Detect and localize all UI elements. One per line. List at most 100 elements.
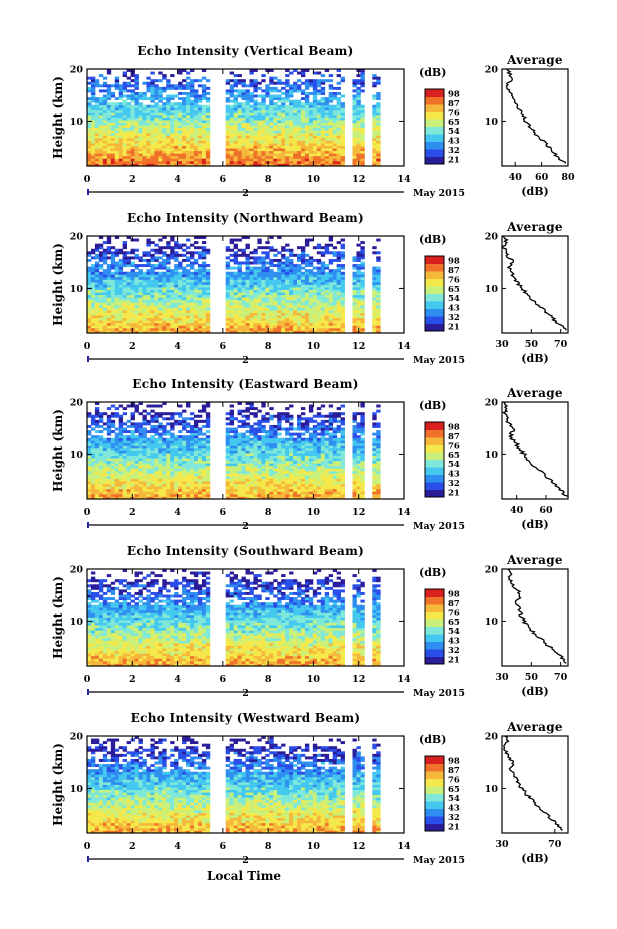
heatmap-cell (300, 158, 306, 162)
heatmap-cell (233, 160, 238, 164)
heatmap-cell (245, 160, 250, 164)
heatmap-cell (174, 130, 179, 134)
heatmap-cell (158, 315, 163, 319)
heatmap-cell (126, 317, 131, 321)
heatmap-cell (150, 117, 155, 121)
heatmap-cell (134, 327, 139, 331)
heatmap-cell (281, 289, 286, 293)
heatmap-cell (190, 294, 195, 298)
heatmap-cell (90, 89, 96, 93)
heatmap-cell (245, 261, 250, 265)
heatmap-cell (87, 317, 92, 321)
heatmap-cell (261, 310, 266, 313)
heatmap-cell (126, 284, 131, 288)
heatmap-cell (293, 269, 298, 273)
heatmap-cell (289, 114, 294, 118)
heatmap-cell (285, 155, 290, 159)
heatmap-cell (90, 299, 96, 303)
heatmap-cell (94, 460, 100, 464)
heatmap-cell (265, 104, 270, 108)
heatmap-cell (94, 84, 100, 88)
heatmap-cell (146, 158, 151, 162)
heatmap-cell (174, 476, 179, 479)
heatmap-cell (106, 455, 112, 459)
heatmap-cell (90, 84, 96, 88)
heatmap-cell (297, 130, 302, 134)
heatmap-cell (126, 292, 131, 296)
heatmap-cell (114, 122, 120, 126)
heatmap-cell (186, 307, 191, 311)
colorbar-segment (425, 126, 444, 135)
heatmap-cell (87, 297, 92, 301)
heatmap-cell (297, 112, 302, 116)
heatmap-cell (249, 155, 254, 159)
heatmap-cell (126, 125, 131, 129)
heatmap-cell (297, 287, 302, 290)
heatmap-cell (102, 322, 108, 326)
heatmap-cell (142, 145, 147, 149)
heatmap-cell (316, 107, 322, 111)
heatmap-cell (281, 274, 286, 278)
heatmap-cell (138, 109, 143, 113)
heatmap-cell (154, 491, 159, 495)
heatmap-cell (118, 478, 124, 482)
heatmap-cell (94, 320, 100, 324)
heatmap-cell (332, 158, 338, 162)
heatmap-cell (245, 266, 250, 270)
heatmap-cell (261, 132, 266, 136)
heatmap-cell (193, 279, 199, 283)
heatmap-cell (332, 130, 338, 134)
colorbar-tick-label: 32 (448, 313, 460, 323)
heatmap-cell (87, 284, 92, 288)
heatmap-cell (162, 163, 167, 167)
heatmap-cell (265, 281, 270, 285)
heatmap-cell (289, 287, 294, 290)
heatmap-cell (201, 266, 207, 270)
heatmap-cell (197, 330, 203, 334)
heatmap-cell (146, 104, 151, 108)
heatmap-cell (114, 97, 120, 101)
heatmap-cell (190, 163, 195, 167)
heatmap-cell (130, 435, 135, 439)
heatmap-cell (201, 322, 207, 326)
heatmap-cell (102, 312, 108, 316)
heatmap-cell (174, 266, 179, 270)
heatmap-cell (170, 86, 175, 90)
heatmap-cell (94, 109, 100, 113)
heatmap-cell (134, 287, 139, 290)
heatmap-cell (352, 109, 357, 113)
heatmap-cell (193, 274, 199, 278)
heatmap-cell (297, 150, 302, 154)
heatmap-cell (340, 140, 345, 144)
heatmap-cell (308, 292, 314, 296)
heatmap-cell (356, 74, 361, 78)
heatmap-cell (269, 102, 274, 106)
heatmap-cell (134, 238, 139, 242)
heatmap-cell (182, 299, 187, 303)
heatmap-cell (328, 79, 334, 83)
heatmap-cell (261, 312, 266, 316)
heatmap-cell (150, 132, 155, 136)
heatmap-cell (134, 315, 139, 319)
heatmap-cell (277, 145, 282, 149)
heatmap-cell (190, 84, 195, 88)
heatmap-cell (197, 132, 203, 136)
heatmap-cell (237, 317, 242, 321)
heatmap-cell (150, 470, 155, 474)
heatmap-cell (237, 294, 242, 298)
heatmap-cell (261, 302, 266, 306)
heatmap-cell (114, 120, 120, 123)
heatmap-cell (233, 94, 238, 98)
heatmap-cell (229, 89, 235, 93)
heatmap-cell (122, 281, 128, 285)
heatmap-cell (154, 496, 159, 500)
heatmap-cell (118, 414, 124, 418)
heatmap-cell (110, 287, 116, 290)
heatmap-cell (304, 163, 310, 167)
heatmap-cell (336, 302, 341, 306)
heatmap-cell (182, 302, 187, 306)
heatmap-cell (293, 294, 298, 298)
heatmap-cell (352, 97, 357, 101)
heatmap-cell (166, 312, 171, 316)
heatmap-cell (245, 322, 250, 326)
